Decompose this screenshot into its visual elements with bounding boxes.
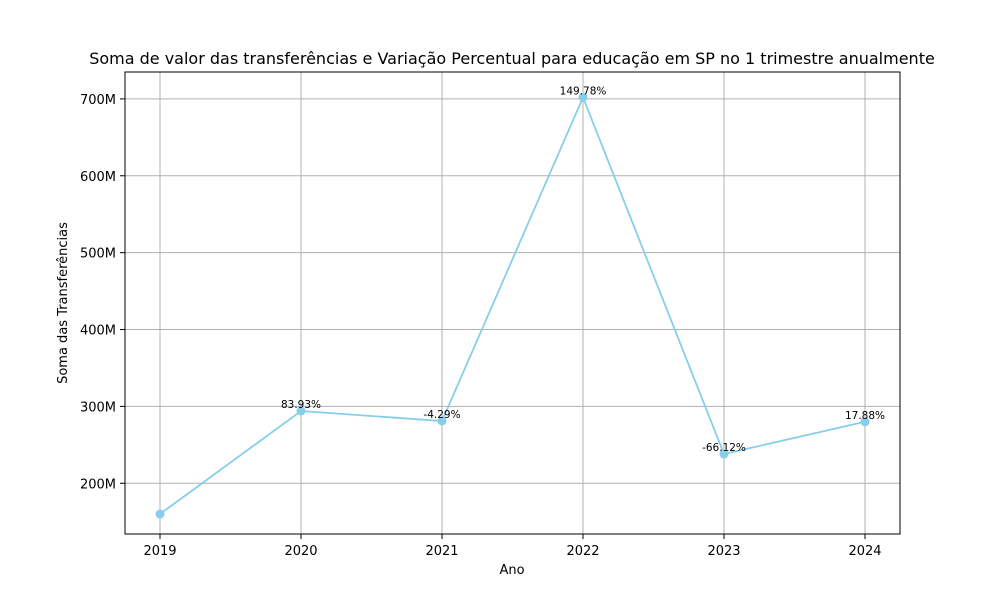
data-point — [719, 449, 729, 459]
data-label: 17.88% — [845, 410, 885, 422]
y-tick-label: 600M — [80, 170, 116, 185]
y-tick-label: 200M — [80, 477, 116, 492]
y-tick-label: 700M — [80, 93, 116, 108]
data-labels-group: 83.93% -4.29% 149.78% -66.12% 17.88% — [281, 85, 885, 454]
data-label: 149.78% — [560, 85, 607, 97]
data-label: -4.29% — [423, 409, 460, 421]
x-tick-label: 2021 — [425, 544, 458, 559]
data-label: 83.93% — [281, 399, 321, 411]
data-point — [578, 92, 588, 102]
plot-frame — [124, 71, 901, 535]
x-axis-ticks: 2019 2020 2021 2022 2023 2024 — [143, 534, 882, 559]
x-tick-label: 2020 — [284, 544, 317, 559]
series-line — [159, 95, 866, 515]
data-label: -66.12% — [702, 442, 746, 454]
y-tick-label: 500M — [80, 247, 116, 262]
grid — [125, 72, 900, 534]
data-point — [296, 406, 306, 416]
x-tick-label: 2024 — [848, 544, 881, 559]
series-group — [155, 92, 870, 519]
x-axis-label: Ano — [499, 563, 524, 578]
x-tick-label: 2019 — [143, 544, 176, 559]
y-axis-ticks: 200M 300M 400M 500M 600M 700M — [80, 93, 125, 492]
y-axis-label: Soma das Transferências — [56, 222, 71, 384]
y-tick-label: 400M — [80, 324, 116, 339]
x-tick-label: 2023 — [707, 544, 740, 559]
data-point — [437, 416, 447, 426]
data-point — [860, 417, 870, 427]
y-tick-label: 300M — [80, 400, 116, 415]
data-point — [155, 509, 165, 519]
chart-title: Soma de valor das transferências e Varia… — [89, 49, 935, 68]
x-tick-label: 2022 — [566, 544, 599, 559]
